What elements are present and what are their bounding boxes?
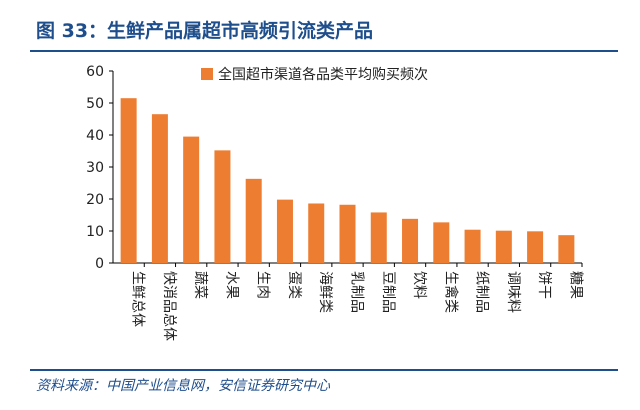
- legend-swatch: [201, 68, 213, 80]
- x-tick-label: 生禽类: [442, 271, 459, 313]
- source-note: 资料来源：中国产业信息网，安信证券研究中心: [36, 378, 330, 394]
- x-tick-label: 饮料: [411, 271, 427, 299]
- y-tick-label: 0: [95, 256, 104, 272]
- bar-2: [151, 114, 168, 263]
- footer-divider: [30, 369, 618, 371]
- bar-12: [464, 229, 481, 263]
- chart-bars: [120, 98, 575, 263]
- bar-15: [558, 235, 575, 263]
- figure-title: 图 33：生鲜产品属超市高频引流类产品: [36, 20, 374, 42]
- bar-13: [495, 230, 512, 263]
- bar-8: [339, 204, 356, 263]
- bar-10: [402, 218, 419, 263]
- bar-5: [245, 178, 262, 263]
- bar-1: [120, 98, 137, 263]
- bar-6: [276, 199, 293, 263]
- x-tick-label: 海鲜类: [317, 271, 333, 313]
- x-tick-label: 饼干: [536, 271, 552, 299]
- x-tick-label: 豆制品: [380, 271, 396, 313]
- x-tick-label: 生鲜总体: [130, 271, 146, 327]
- y-tick-label: 10: [86, 224, 104, 240]
- bar-3: [183, 136, 200, 263]
- x-tick-label: 蛋类: [286, 271, 302, 299]
- y-tick-label: 60: [86, 64, 104, 80]
- bar-11: [433, 222, 450, 263]
- x-tick-label: 水果: [223, 271, 239, 299]
- y-tick-label: 20: [86, 192, 104, 208]
- x-tick-label: 糖果: [567, 271, 583, 299]
- x-tick-label: 纸制品: [474, 271, 490, 313]
- x-tick-label: 调味料: [505, 271, 521, 313]
- x-axis-labels: 生鲜总体 快消品总体 蔬菜 水果 生肉 蛋类 海鲜类 乳制品 豆制品 饮料 生禽类 纸制品 调味料 饼干糖…: [130, 263, 583, 341]
- chart-legend: 全国超市渠道各品类平均购买频次: [201, 66, 428, 83]
- y-tick-label: 50: [86, 96, 104, 112]
- bar-9: [370, 212, 387, 263]
- x-tick-label: 生肉: [255, 271, 271, 299]
- bar-14: [527, 231, 544, 263]
- x-tick-label: 蔬菜: [192, 271, 208, 299]
- y-tick-label: 40: [86, 128, 104, 144]
- x-tick-label: 乳制品: [349, 271, 365, 313]
- title-divider: [30, 50, 618, 52]
- bar-4: [214, 150, 231, 263]
- bar-7: [308, 203, 325, 263]
- y-tick-label: 30: [86, 160, 104, 176]
- x-tick-label: 快消品总体: [161, 271, 177, 341]
- legend-label: 全国超市渠道各品类平均购买频次: [218, 66, 428, 83]
